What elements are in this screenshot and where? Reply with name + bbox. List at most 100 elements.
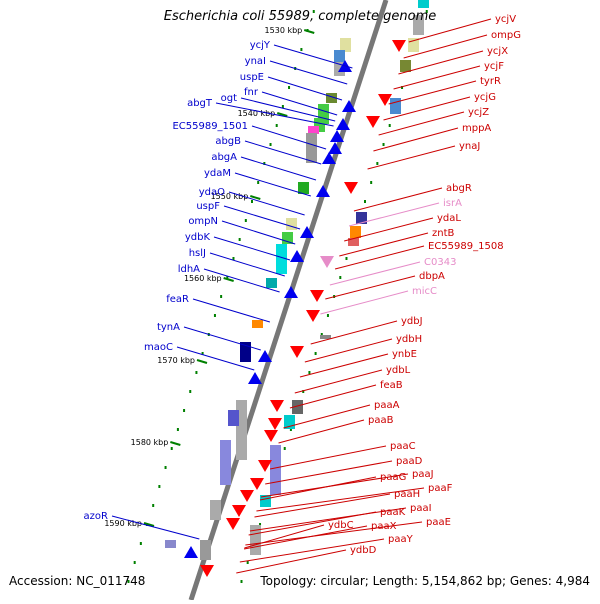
leader-line [283,404,371,429]
gene-arrow [290,250,304,262]
scale-dot [259,523,262,526]
gene-block [326,93,337,103]
gene-label-micC: micC [412,286,437,297]
right-gene-labels: ycjV ompG ycjX ycjF tyrR ycjG ycjZ mppA ynaJ abgR… [236,14,521,574]
scale-tick-label: 1540 kbp [238,109,276,118]
leader-line [294,369,383,394]
gene-label-fnr: fnr [244,87,259,98]
gene-block [400,60,411,72]
scale-dot [312,10,315,13]
scale-dot [300,48,303,51]
scale-tick [143,522,155,527]
scale-dot [289,428,292,431]
scale-dot [283,447,286,450]
scale-dot [308,371,311,374]
gene-arrow [342,100,356,112]
scale-dot [152,504,155,507]
gene-block [306,133,317,163]
leader-line [339,232,429,257]
gene-block [390,98,401,114]
leader-line [378,111,465,136]
leader-line [251,125,327,150]
gene-block [266,278,277,288]
gene-block [340,38,351,52]
gene-label-paaH: paaH [394,489,420,500]
scale-dot [281,105,284,108]
scale-dot [164,466,167,469]
leader-line [248,511,377,536]
gene-label-ompN: ompN [188,216,218,227]
scale-dot [246,561,249,564]
gene-label-ogt: ogt [221,93,237,104]
gene-label-abgB: abgB [215,136,241,147]
gene-block [408,38,419,52]
leader-line [209,252,285,277]
gene-arrow [366,116,380,128]
leader-line [267,76,343,101]
scale-dot [183,409,186,412]
gene-block [350,226,361,238]
scale-dot [288,86,291,89]
gene-arrow [316,185,330,197]
leader-line [325,275,416,300]
gene-block [276,244,287,274]
leader-line [373,127,459,152]
gene-block [298,182,309,194]
gene-block [320,335,331,339]
leader-line [244,524,325,549]
scale-tick-label: 1570 kbp [157,356,195,365]
gene-arrow [330,130,344,142]
gene-arrow [250,478,264,490]
scale-tick-label: 1530 kbp [265,26,303,35]
gene-block [252,320,263,328]
scale-dot [232,257,235,260]
scale-dot [275,124,278,127]
gene-arrow [290,346,304,358]
scale-dot [370,181,373,184]
gene-label-azoR: azoR [84,511,108,522]
gene-label-EC55989_1508: EC55989_1508 [428,241,504,252]
leader-line [348,202,440,227]
scale-dot [314,352,317,355]
gene-label-ynaI: ynaI [245,56,266,67]
leader-line [215,102,334,127]
scale-dot [176,428,179,431]
leader-line [269,60,348,85]
gene-arrow [284,286,298,298]
gene-arrow [248,372,262,384]
gene-label-paaE: paaE [426,517,451,528]
gene-label-ycjG: ycjG [474,92,496,103]
leader-line [403,34,488,59]
gene-label-paaC: paaC [390,441,416,452]
leader-line [234,172,311,197]
gene-arrow [306,310,320,322]
gene-block [165,540,176,548]
leader-line [256,487,425,512]
gene-label-paaK: paaK [380,507,406,518]
scale-dot [401,86,404,89]
gene-label-paaJ: paaJ [412,469,434,480]
scale-dot [195,371,198,374]
scale-dot [388,124,391,127]
leader-line [310,320,398,345]
scale-dot [201,352,204,355]
leader-line [367,145,456,170]
gene-block [210,500,221,520]
gene-label-ycjF: ycjF [484,61,504,72]
gene-label-ydaL: ydaL [437,213,461,224]
leader-line [304,338,393,363]
gene-arrow [264,430,278,442]
gene-arrow [270,400,284,412]
gene-block [413,15,424,35]
scale-dot [133,561,136,564]
scale-dot [213,314,216,317]
scale-tick-label: 1560 kbp [184,274,222,283]
leader-line [240,156,317,181]
scale-dot [238,238,241,241]
gene-arrow [258,460,272,472]
gene-label-ydbJ: ydbJ [401,316,423,327]
leader-line [239,538,385,563]
leader-line [244,140,322,165]
gene-arrow [226,518,240,530]
